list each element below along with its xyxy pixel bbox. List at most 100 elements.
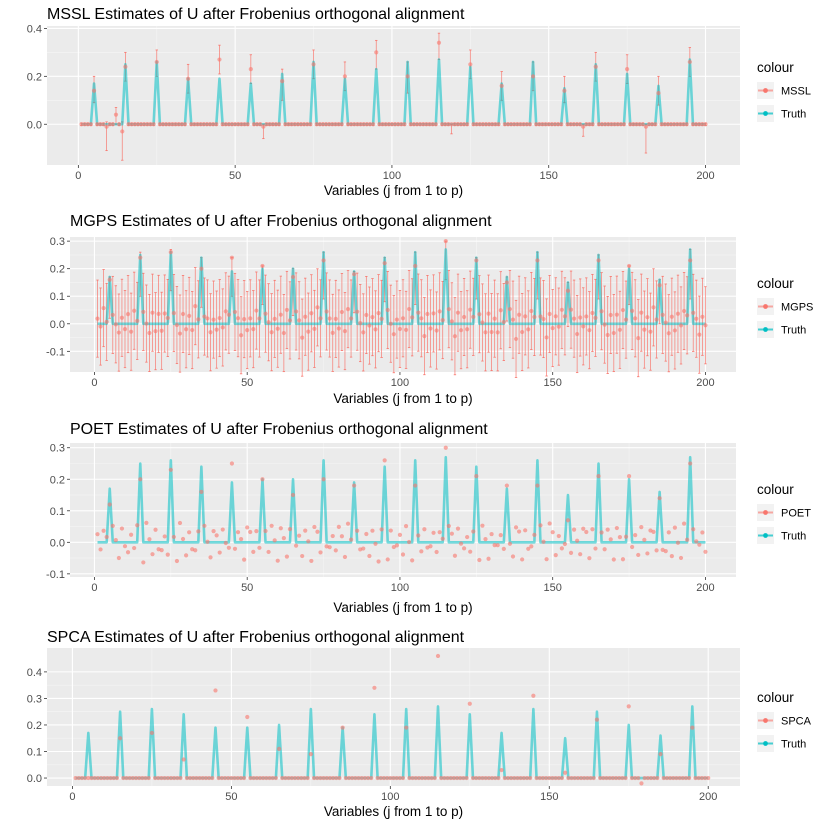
estimate-point	[302, 122, 307, 127]
estimate-point	[621, 122, 627, 127]
estimate-point	[584, 314, 589, 319]
estimate-point	[352, 122, 357, 127]
estimate-point	[606, 122, 611, 127]
estimate-point	[117, 122, 122, 127]
estimate-point	[104, 319, 109, 325]
estimate-point	[327, 775, 333, 781]
estimate-point	[391, 332, 396, 337]
estimate-point	[138, 477, 143, 482]
estimate-point	[278, 312, 283, 317]
estimate-point	[171, 310, 176, 316]
y-tick-label: 0.0	[27, 773, 42, 785]
estimate-point	[251, 775, 256, 781]
estimate-point	[428, 326, 433, 331]
estimate-point	[529, 308, 534, 314]
estimate-point	[110, 312, 115, 318]
estimate-point	[477, 122, 482, 127]
estimate-point	[434, 549, 439, 555]
estimate-point	[79, 122, 84, 127]
estimate-point	[343, 775, 348, 781]
estimate-point	[486, 775, 491, 781]
estimate-point	[672, 525, 677, 530]
estimate-point	[468, 307, 473, 312]
estimate-point	[540, 775, 546, 781]
estimate-point	[612, 122, 617, 127]
estimate-point	[620, 307, 626, 313]
estimate-point	[129, 329, 134, 334]
estimate-point	[424, 122, 429, 127]
estimate-point	[553, 314, 558, 319]
estimate-point	[435, 653, 441, 659]
x-tick-label: 0	[91, 377, 97, 389]
estimate-point	[348, 537, 354, 542]
legend-label-truth: Truth	[781, 739, 806, 751]
estimate-point	[342, 329, 348, 334]
legend-key-point	[763, 88, 768, 93]
estimate-point	[187, 313, 192, 318]
estimate-point	[113, 322, 118, 327]
estimate-point	[124, 775, 129, 781]
estimate-point	[661, 775, 666, 781]
estimate-point	[611, 330, 616, 336]
estimate-point	[543, 775, 549, 781]
estimate-point	[345, 307, 351, 312]
estimate-point	[515, 122, 520, 127]
estimate-point	[421, 122, 426, 127]
estimate-point	[157, 122, 162, 127]
estimate-point	[207, 775, 212, 781]
estimate-point	[349, 122, 354, 127]
estimate-point	[702, 775, 708, 781]
estimate-point	[400, 552, 406, 557]
estimate-point	[590, 122, 595, 127]
estimate-point	[633, 533, 638, 538]
estimate-point	[141, 309, 146, 314]
estimate-point	[565, 122, 570, 127]
estimate-point	[633, 316, 638, 321]
estimate-point	[144, 321, 149, 326]
estimate-point	[508, 122, 514, 127]
estimate-point	[371, 122, 376, 127]
estimate-point	[446, 307, 451, 312]
estimate-point	[465, 327, 470, 332]
estimate-point	[663, 549, 668, 554]
x-tick-label: 100	[383, 170, 401, 182]
estimate-point	[403, 524, 409, 529]
estimate-point	[423, 775, 428, 781]
estimate-point	[675, 311, 681, 316]
estimate-point	[121, 775, 126, 781]
estimate-point	[493, 775, 498, 781]
estimate-point	[101, 305, 106, 311]
estimate-point	[174, 558, 180, 564]
estimate-point	[411, 122, 416, 127]
estimate-point	[674, 775, 679, 781]
estimate-point	[562, 88, 567, 93]
estimate-point	[584, 122, 589, 127]
estimate-point	[575, 538, 580, 543]
estimate-point	[590, 527, 595, 532]
estimate-point	[273, 122, 279, 127]
estimate-point	[186, 76, 191, 81]
estimate-point	[468, 549, 473, 554]
estimate-point	[399, 122, 404, 127]
chart-title: MSSL Estimates of U after Frobenius orth…	[47, 6, 465, 23]
estimate-point	[665, 122, 670, 127]
estimate-point	[165, 552, 170, 557]
estimate-point	[550, 530, 555, 535]
estimate-point	[541, 539, 546, 544]
estimate-point	[394, 775, 399, 781]
estimate-point	[688, 461, 693, 466]
estimate-point	[703, 122, 708, 127]
estimate-point	[630, 308, 635, 313]
estimate-point	[108, 775, 113, 781]
estimate-point	[132, 308, 137, 313]
estimate-point	[355, 122, 360, 127]
estimate-point	[690, 725, 695, 730]
estimate-point	[458, 775, 463, 781]
estimate-point	[376, 559, 381, 564]
legend-key-point	[763, 327, 768, 332]
estimate-point	[636, 552, 641, 558]
estimate-point	[437, 309, 442, 314]
estimate-point	[556, 775, 561, 781]
estimate-point	[150, 310, 155, 315]
estimate-point	[601, 775, 606, 781]
